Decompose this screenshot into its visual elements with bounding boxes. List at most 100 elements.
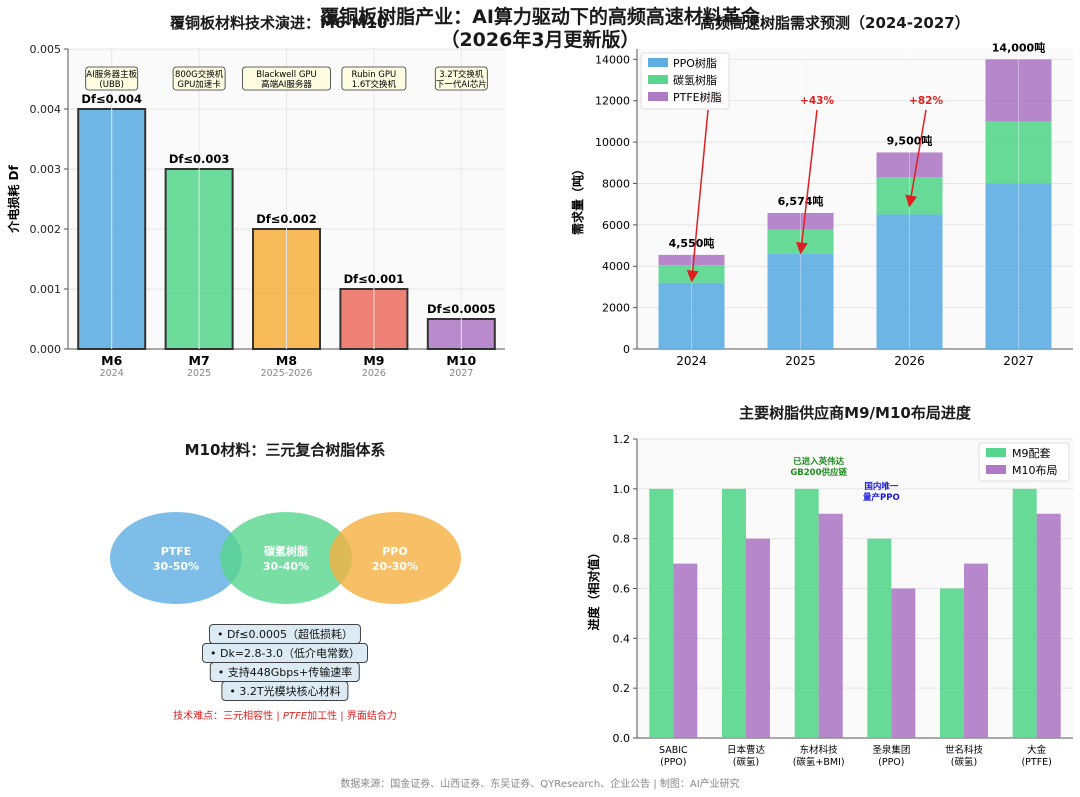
y-tick-label: 0.004 [30, 103, 62, 116]
y-tick-label: 0.005 [30, 43, 62, 56]
annotation-box [341, 66, 407, 91]
bar [940, 588, 964, 738]
year-label: 2027 [449, 368, 473, 379]
legend-swatch [986, 465, 1006, 474]
x-tick-label: 世名科技 [945, 744, 984, 756]
y-tick-label: 0.003 [30, 163, 62, 176]
annotation-text: 3.2T交换机 [439, 69, 484, 80]
data-label: Df≤0.0005 [427, 302, 496, 316]
x-tick-label-sub: (PTFE) [1021, 757, 1051, 768]
y-tick-label: 0.001 [30, 283, 62, 296]
year-label: 2024 [100, 368, 124, 379]
footer-source: 数据来源：国金证券、山西证券、东吴证券、QYResearch、企业公告 | 制图… [340, 779, 740, 790]
y-tick-label: 12000 [595, 95, 630, 108]
total-label: 9,500吨 [887, 133, 933, 147]
stack-segment [985, 59, 1052, 122]
total-label: 14,000吨 [992, 40, 1045, 54]
legend-label: M10布局 [1012, 464, 1058, 477]
venn-diagram: PTFE 30-50% 碳氢树脂 30-40% PPO 20-30% [110, 512, 461, 604]
venn-set-share: 20-30% [372, 560, 418, 573]
legend-label: 碳氢树脂 [673, 73, 717, 87]
panel3-title: M10材料：三元复合树脂体系 [184, 441, 386, 459]
venn-set-share: 30-50% [153, 560, 199, 573]
y-axis-label: 进度（相对值） [586, 546, 601, 630]
x-tick-label-sub: (碳氢) [733, 756, 759, 768]
stack-segment [876, 152, 943, 178]
bar [673, 563, 698, 738]
venn-set-share: 30-40% [263, 560, 309, 573]
y-tick-label: 8000 [602, 177, 630, 190]
y-tick-label: 2000 [602, 302, 630, 315]
x-tick-label: 圣泉集团 [872, 744, 910, 756]
year-label: 2026 [362, 368, 386, 379]
x-tick-label: 东材科技 [800, 744, 839, 756]
x-tick-label: M7 [189, 353, 210, 368]
year-label: 2025-2026 [261, 368, 313, 379]
x-tick-label: 2026 [894, 354, 925, 368]
stack-segment [767, 253, 834, 349]
growth-arrow [795, 109, 818, 255]
x-tick-label-sub: (PPO) [660, 757, 686, 768]
bar [649, 488, 674, 738]
legend-label: PTFE树脂 [673, 90, 722, 104]
annotation-text: 1.6T交换机 [352, 79, 397, 90]
legend-swatch [986, 448, 1006, 457]
x-tick-label: 日本曹达 [727, 744, 766, 756]
feature-item: • Df≤0.0005（超低损耗） [208, 624, 362, 644]
y-axis-label: 需求量（吨） [570, 163, 585, 235]
annotation-text: AI服务器主板 [86, 69, 137, 80]
x-tick-label: M8 [276, 353, 297, 368]
callout-text: 量产PPO [863, 492, 900, 503]
annotation-box [172, 66, 226, 91]
bar [1036, 513, 1061, 738]
legend-swatch [648, 92, 668, 101]
annotation-box [242, 66, 331, 91]
venn-circle [220, 512, 352, 604]
annotation-text: 800G交换机 [175, 69, 224, 80]
x-tick-label: M6 [101, 353, 122, 368]
bar [794, 488, 819, 738]
callout-text: GB200供应链 [790, 467, 847, 478]
venn-circle [329, 512, 461, 604]
stack-segment [658, 282, 725, 349]
y-tick-label: 0 [623, 343, 630, 356]
y-tick-label: 0.000 [30, 343, 62, 356]
venn-set-name: PPO [382, 545, 407, 558]
stack-segment [658, 254, 725, 266]
annotation-text: 下一代AI芯片 [436, 79, 487, 90]
callout-text: 已进入英伟达 [793, 456, 845, 467]
data-label: Df≤0.002 [256, 212, 317, 226]
venn-circle [110, 512, 242, 604]
panel1-title: 覆铜板材料技术演进：M6-M10 [170, 14, 388, 32]
y-tick-label: 10000 [595, 136, 630, 149]
annotation-text: GPU加速卡 [177, 79, 221, 90]
y-tick-label: 4000 [602, 260, 630, 273]
y-axis-label: 介电损耗 Df [6, 165, 21, 234]
x-tick-label-sub: (碳氢+BMI) [793, 756, 845, 768]
main-title: 覆铜板树脂产业：AI算力驱动下的高频高速材料革命 [320, 6, 760, 28]
y-tick-label: 14000 [595, 53, 630, 66]
x-tick-label: 2024 [676, 354, 707, 368]
x-tick-label: M9 [363, 353, 384, 368]
callout-text: 国内唯一 [864, 481, 899, 492]
x-tick-label: SABIC [659, 745, 688, 756]
difficulty-note: 技术难点：三元相容性 | PTFE加工性 | 界面结合力 [173, 711, 397, 722]
y-tick-label: 0.6 [613, 583, 631, 596]
y-tick-label: 0.2 [613, 682, 631, 695]
y-tick-label: 0.002 [30, 223, 62, 236]
stack-segment [767, 212, 834, 229]
legend-swatch [648, 58, 668, 67]
y-tick-label: 0.0 [613, 732, 631, 745]
year-label: 2025 [187, 368, 211, 379]
panel4-title: 主要树脂供应商M9/M10布局进度 [739, 404, 971, 422]
bar [891, 588, 916, 738]
growth-label: +43% [800, 95, 834, 107]
feature-list: • Df≤0.0005（超低损耗） • Dk=2.8-3.0（低介电常数） • … [0, 622, 570, 702]
data-label: Df≤0.003 [169, 152, 230, 166]
stack-segment [985, 121, 1052, 184]
x-tick-label: M10 [446, 353, 476, 368]
legend-swatch [648, 75, 668, 84]
venn-set-name: PTFE [161, 545, 192, 558]
annotation-box [434, 66, 488, 91]
resin-demand-chart: 0 2000 4000 6000 8000 10000 12000 14000 需求量（吨） 4,… [570, 40, 1073, 368]
